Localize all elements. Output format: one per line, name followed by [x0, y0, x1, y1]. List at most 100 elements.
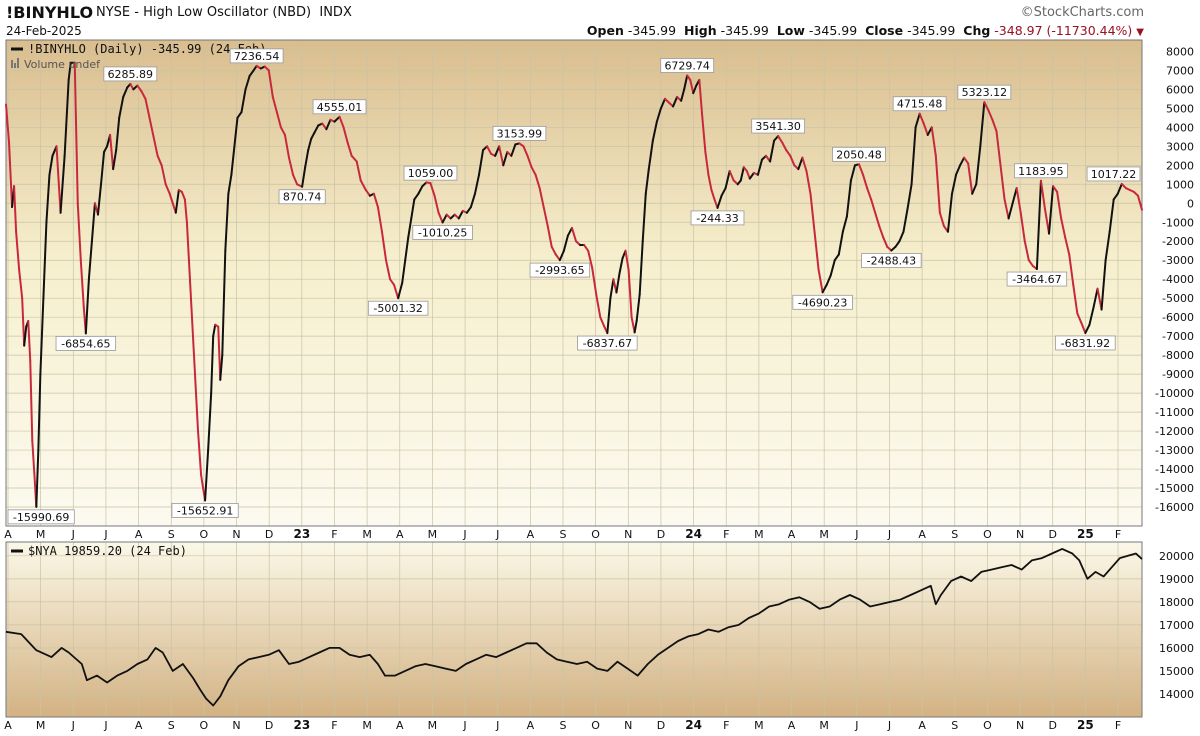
month-label: M — [819, 528, 829, 541]
oscillator-line-segment — [389, 278, 396, 286]
oscillator-line-segment — [39, 297, 45, 376]
month-label: M — [754, 719, 764, 732]
annotation-box — [1006, 271, 1068, 287]
oscillator-line-segment — [90, 202, 96, 243]
oscillator-line-segment — [376, 206, 383, 233]
oscillator-line-segment — [42, 221, 48, 300]
oscillator-line-segment — [55, 145, 62, 214]
oscillator-line-segment — [874, 211, 881, 228]
oscillator-line-segment — [522, 145, 529, 157]
month-label: A — [918, 719, 926, 732]
oscillator-line-segment — [550, 245, 557, 256]
annotation-box — [312, 99, 367, 115]
month-label: J — [462, 719, 466, 732]
annotation-box — [171, 503, 239, 518]
oscillator-line-segment — [31, 439, 36, 474]
month-label: J — [103, 528, 107, 541]
oscillator-line-segment — [76, 202, 82, 262]
month-label: F — [331, 528, 337, 541]
annotation-label: 6285.89 — [108, 68, 154, 81]
annotation-box — [7, 509, 75, 525]
month-label: O — [983, 528, 992, 541]
oscillator-line-segment — [333, 115, 341, 123]
month-label: A — [135, 528, 143, 541]
oscillator-line-segment — [144, 97, 151, 119]
oscillator-line-segment — [148, 116, 155, 138]
y-tick-label: 8000 — [1166, 45, 1194, 58]
oscillator-line-segment — [417, 185, 424, 195]
month-label: O — [200, 528, 209, 541]
oscillator-line-segment — [837, 230, 844, 256]
oscillator-line-segment — [87, 240, 93, 281]
oscillator-line-segment — [530, 166, 537, 176]
oscillator-line-segment — [562, 234, 569, 252]
oscillator-line-segment — [615, 272, 621, 294]
month-label: D — [657, 528, 665, 541]
open-value: -345.99 — [627, 23, 677, 38]
oscillator-line-segment — [100, 151, 106, 186]
annotation-label: 4715.48 — [897, 98, 943, 111]
oscillator-line-segment — [785, 149, 792, 157]
oscillator-line-segment — [995, 130, 1002, 167]
panel-background — [6, 40, 1142, 526]
annotation-box — [492, 125, 547, 141]
oscillator-line-segment — [683, 74, 689, 91]
annotation-label: 2050.48 — [836, 148, 882, 161]
oscillator-line-segment — [1052, 185, 1059, 193]
oscillator-line-segment — [1104, 230, 1111, 262]
oscillator-line-segment — [233, 116, 239, 148]
oscillator-line-segment — [1108, 198, 1115, 233]
down-triangle-icon: ▼ — [1136, 27, 1144, 38]
oscillator-line-segment — [789, 154, 796, 167]
oscillator-line-segment — [922, 122, 929, 136]
chart-header: !BINYHLO NYSE - High Low Oscillator (NBD… — [0, 0, 1200, 40]
month-label: F — [1115, 719, 1121, 732]
oscillator-line-segment — [813, 230, 820, 271]
month-label: O — [591, 719, 600, 732]
oscillator-line-segment — [292, 173, 299, 186]
oscillator-line-segment — [689, 78, 695, 95]
oscillator-line-segment — [1116, 182, 1123, 195]
oscillator-line-segment — [1112, 192, 1119, 201]
annotation-label: 870.74 — [283, 191, 322, 204]
y-tick-label: 2000 — [1166, 159, 1194, 172]
oscillator-line-segment — [230, 145, 236, 176]
oscillator-line-segment — [1015, 187, 1022, 214]
month-label: D — [265, 528, 273, 541]
oscillator-line-segment — [655, 107, 662, 123]
oscillator-line-segment — [635, 293, 641, 322]
annotation-label: 3153.99 — [497, 127, 543, 140]
oscillator-line-segment — [185, 221, 190, 262]
annotation-box — [792, 294, 853, 310]
oscillator-line-segment — [526, 154, 533, 169]
annotation-box — [412, 225, 473, 240]
oscillator-line-segment — [862, 173, 869, 190]
y-tick-label: 6000 — [1166, 83, 1194, 96]
oscillator-line-segment — [728, 169, 735, 182]
annotation-box — [751, 118, 806, 134]
oscillator-line-segment — [465, 206, 472, 214]
oscillator-line-segment — [129, 82, 135, 91]
chg-value: -348.97 (-11730.44%) — [994, 23, 1133, 38]
oscillator-line-segment — [355, 160, 362, 182]
oscillator-line-segment — [710, 188, 716, 201]
stockcharts-logo[interactable]: ©StockCharts.com — [1020, 5, 1144, 20]
oscillator-line-segment — [183, 198, 188, 224]
panel-border — [5, 39, 1143, 527]
oscillator-line-segment — [275, 111, 282, 129]
oscillator-line-segment — [207, 392, 213, 452]
annotation-label: 6729.74 — [664, 60, 710, 73]
oscillator-line-segment — [680, 88, 686, 102]
month-label: J — [887, 719, 891, 732]
oscillator-line-segment — [1048, 185, 1055, 235]
oscillator-line-segment — [902, 207, 909, 233]
oscillator-line-segment — [979, 101, 986, 148]
oscillator-line-segment — [967, 162, 974, 195]
annotation-label: -244.33 — [696, 212, 738, 225]
month-label: M — [362, 719, 372, 732]
month-label: O — [591, 528, 600, 541]
y-tick-label: -2000 — [1162, 235, 1194, 248]
oscillator-line-segment — [164, 183, 171, 195]
y-tick-label: -3000 — [1162, 254, 1194, 267]
month-label: J — [462, 528, 466, 541]
